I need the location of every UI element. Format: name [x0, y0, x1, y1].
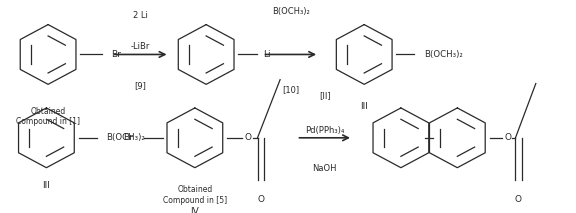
Text: Br: Br [111, 50, 121, 59]
Text: [9]: [9] [135, 81, 147, 90]
Text: B(OCH₃)₂: B(OCH₃)₂ [272, 7, 310, 16]
Text: Obtained
Compound in [5]: Obtained Compound in [5] [163, 185, 227, 205]
Text: O: O [505, 133, 511, 142]
Text: Li: Li [263, 50, 271, 59]
Text: O: O [257, 195, 264, 204]
Text: IV: IV [191, 207, 199, 213]
Text: Pd(PPh₃)₄: Pd(PPh₃)₄ [305, 125, 344, 135]
Text: Br: Br [123, 133, 133, 142]
Text: B(OCH₃)₂: B(OCH₃)₂ [425, 50, 463, 59]
Text: [10]: [10] [282, 85, 300, 94]
Text: III: III [360, 102, 368, 111]
Text: III: III [43, 181, 50, 190]
Text: NaOH: NaOH [312, 164, 337, 173]
Text: B(OCH₃)₂: B(OCH₃)₂ [107, 133, 145, 142]
Text: [II]: [II] [319, 91, 331, 100]
Text: O: O [245, 133, 252, 142]
Text: Obtained
Compound in [1]: Obtained Compound in [1] [16, 107, 80, 126]
Text: -LiBr: -LiBr [131, 42, 150, 51]
Text: O: O [515, 195, 522, 204]
Text: 2 Li: 2 Li [133, 11, 148, 20]
